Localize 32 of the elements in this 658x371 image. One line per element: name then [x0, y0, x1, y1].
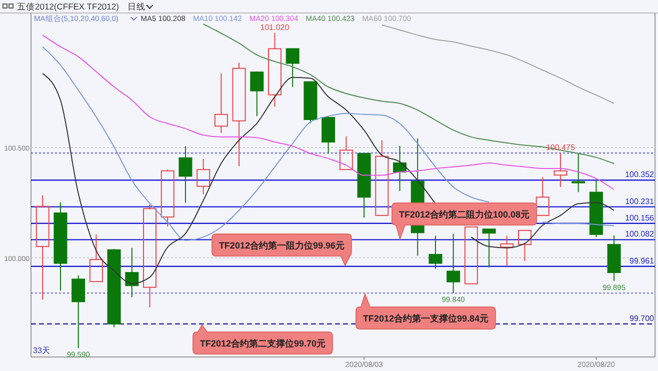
annotation: TF2012合约第二支撑位99.70元	[200, 338, 326, 348]
annotation: TF2012合约第一阻力位99.96元	[218, 240, 344, 250]
ref-line-label: 100.231	[625, 196, 655, 206]
line-series	[42, 34, 615, 190]
candlestick	[214, 72, 228, 134]
line-series	[381, 24, 615, 104]
candlestick	[607, 234, 621, 282]
ref-line-label: 100.352	[625, 170, 655, 180]
candlestick	[446, 233, 460, 294]
ref-line-label: 99.700	[630, 314, 655, 323]
candlestick	[196, 158, 210, 195]
candlestick	[572, 152, 586, 193]
line-series	[202, 24, 615, 164]
ref-line-label: 100.156	[625, 213, 655, 222]
candlestick	[178, 146, 192, 204]
candlestick	[125, 247, 139, 298]
ref-line-label: 100.082	[625, 230, 655, 239]
annotation: 33天	[33, 346, 50, 355]
chart-subtitle: 日线	[128, 2, 146, 12]
annotation: TF2012合约第一支撑位99.84元	[362, 314, 488, 324]
annotation: 101.020	[260, 22, 290, 32]
candlestick	[268, 32, 282, 108]
annotation: 100.475	[546, 143, 576, 152]
chart-title: 五债2012(CFFEX TF2012)	[17, 2, 120, 12]
candlestick	[36, 194, 50, 300]
candlestick	[428, 235, 442, 270]
candlestick	[554, 152, 568, 188]
candlestick	[54, 202, 68, 292]
ref-line-label: 99.961	[630, 256, 655, 266]
candlestick	[232, 62, 246, 167]
candlestick	[500, 235, 514, 266]
annotation: TF2012合约第二阻力位100.08元	[398, 210, 530, 220]
